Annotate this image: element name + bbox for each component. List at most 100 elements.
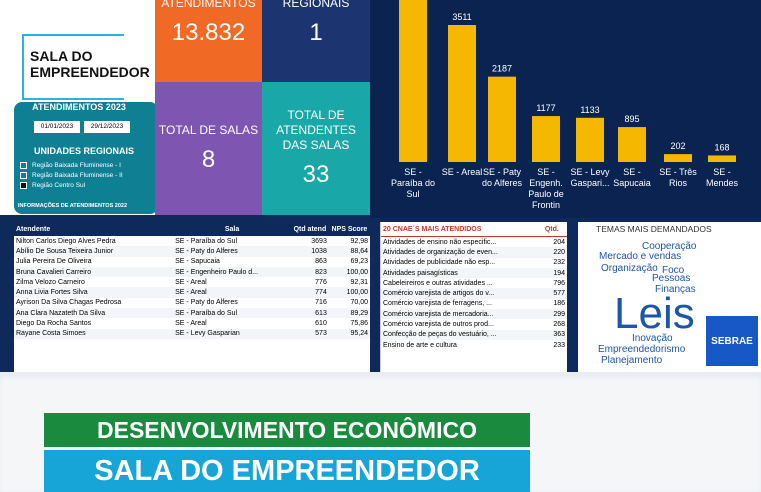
- category-label: SE - Mendes: [705, 167, 739, 188]
- table-row: Diego Da Rocha Santos SE - Areal 610 75,86: [14, 318, 370, 328]
- filter-title: ATENDIMENTOS 2023: [32, 102, 126, 112]
- chart-panel: [370, 0, 761, 218]
- column-header: Qtd.: [544, 225, 559, 233]
- bar-label: 202: [670, 141, 685, 151]
- cell: Comércio varejista de artigos do v...: [383, 290, 495, 298]
- cell: 220: [553, 248, 565, 256]
- table-row: Comércio varejista de artigos do v... 577: [381, 288, 567, 299]
- cell: Comércio varejista de mercadoria...: [383, 310, 494, 318]
- cell: Comércio varejista de outros prod...: [383, 321, 494, 329]
- bar: [664, 154, 692, 162]
- cell: 204: [553, 238, 565, 246]
- kpi-card: TOTAL DE SALAS 8: [155, 82, 262, 215]
- category-label: SE - Paraíba do Sul: [390, 167, 436, 199]
- kpi-value: 8: [201, 146, 216, 173]
- link[interactable]: INFORMAÇÕES DE ATENDIMENTOS 2022: [18, 203, 127, 209]
- date-to[interactable]: 29/12/2023: [84, 121, 130, 133]
- cell: Rayane Costa Simoes: [16, 330, 86, 338]
- banner-line2: SALA DO EMPREENDEDOR: [44, 450, 530, 492]
- theme-word: Finanças: [655, 284, 696, 295]
- cell: 95,24: [350, 330, 368, 338]
- table-row: Ayrison Da Silva Chagas Pedrosa SE - Paty…: [14, 298, 370, 308]
- cell: 92,31: [350, 278, 368, 286]
- table-row: Anna Livia Fortes Silva SE - Areal 774 100,…: [14, 287, 370, 298]
- table-row: Ana Clara Nazateth Da Silva SE - Paraíba …: [14, 308, 370, 319]
- cell: SE - Areal: [175, 320, 207, 328]
- cell: Julia Pereira De Oliveira: [16, 258, 92, 266]
- cell: SE - Areal: [175, 289, 207, 297]
- table-row: Atividades de organização de even... 220: [381, 247, 567, 258]
- column-header: NPS Score: [331, 225, 368, 233]
- cell: SE - Paty do Alferes: [175, 299, 238, 307]
- bar-label: 2187: [492, 64, 512, 74]
- cell: Cabeleireiros e outras atividades ...: [383, 279, 493, 287]
- column-header: Atendente: [16, 225, 51, 233]
- cell: Confecção de peças do vestuário, ...: [383, 331, 497, 339]
- table-row: Julia Pereira De Oliveira SE - Sapucaia 86…: [14, 257, 370, 267]
- cell: Ana Clara Nazateth Da Silva: [16, 309, 106, 317]
- cell: 1038: [311, 247, 327, 255]
- cell: 92,98: [350, 237, 368, 245]
- theme-word: Empreendedorismo: [598, 344, 686, 355]
- cell: Atividades paisagísticas: [383, 269, 458, 277]
- table-row: Atividades paisagísticas 194: [381, 267, 567, 279]
- theme-word: Foco: [662, 265, 685, 276]
- kpi-label: REGIONAIS: [282, 0, 350, 10]
- cell: Ayrison Da Silva Chagas Pedrosa: [16, 299, 122, 307]
- cnae-table: 20 CNAE´S MAIS ATENDIDOS Qtd. Atividades d…: [380, 222, 567, 372]
- cell: SE - Areal: [175, 278, 207, 286]
- bar: [708, 155, 736, 162]
- sebrae-logo: SEBRAE: [706, 316, 758, 366]
- cell: 573: [315, 330, 327, 338]
- kpi-label: TOTAL DE ATENDENTES DAS SALAS: [276, 108, 356, 152]
- table-row: Zilma Velozo Carneiro SE - Areal 776 92,31: [14, 277, 370, 287]
- cell: 577: [553, 290, 565, 298]
- category-label: SE - Engenh. Paulo de Frontin: [528, 167, 564, 210]
- category-label: SE - Areal: [441, 167, 483, 177]
- cell: 75,86: [350, 320, 368, 328]
- cell: 232: [553, 259, 565, 267]
- bar-label: 1133: [580, 105, 599, 115]
- header-row: 20 CNAE´S MAIS ATENDIDOS Qtd.: [381, 222, 567, 237]
- cell: 186: [553, 300, 565, 308]
- theme-word: Mercado e vendas: [599, 251, 682, 262]
- region-label: Região Baixada Fluminense - II: [32, 171, 123, 179]
- cell: 70,00: [350, 299, 368, 307]
- table-row: Comércio varejista de mercadoria... 299: [381, 309, 567, 320]
- regions-title: UNIDADES REGIONAIS: [34, 146, 135, 156]
- table-row: Comércio varejista de outros prod... 268: [381, 319, 567, 329]
- theme-word: Pessoas: [652, 273, 691, 284]
- date-from[interactable]: 01/01/2023: [34, 121, 80, 133]
- region-label: Região Centro Sul: [32, 181, 86, 189]
- bar: [576, 117, 604, 162]
- kpi-card: ATENDIMENTOS 13.832: [155, 0, 262, 82]
- cell: 610: [315, 320, 327, 328]
- cell: 88,64: [350, 247, 368, 255]
- column-header: Qtd atend: [293, 225, 327, 233]
- checkbox: [20, 161, 27, 169]
- table-row: Atividades de ensino não especific... 204: [381, 237, 567, 248]
- cell: 3693: [311, 237, 327, 245]
- cell: SE - Paty do Alferes: [175, 247, 238, 255]
- cell: Bruna Cavalieri Carreiro: [16, 268, 92, 276]
- filter-panel: [14, 102, 158, 214]
- header-row: Atendente Sala Qtd atend NPS Score: [14, 222, 370, 236]
- kpi-value: 13.832: [171, 18, 246, 46]
- bar-label: 168: [714, 142, 729, 152]
- cell: 268: [553, 321, 565, 329]
- cell: 776: [315, 278, 327, 286]
- cell: Abílio De Sousa Teixeira Junior: [16, 247, 114, 255]
- cell: 69,23: [350, 258, 368, 266]
- cell: 89,29: [350, 309, 368, 317]
- kpi-card: TOTAL DE ATENDENTES DAS SALAS 33: [262, 82, 370, 215]
- cell: 613: [315, 309, 327, 317]
- bar-chart: 45593511218711771133895202168: [399, 0, 736, 162]
- table-row: Confecção de peças do vestuário, ... 363: [381, 329, 567, 340]
- regions-list: Região Baixada Fluminense - I Região Baix…: [20, 160, 150, 190]
- region-item: Região Baixada Fluminense - II: [20, 170, 150, 180]
- cell: 194: [553, 269, 565, 277]
- region-label: Região Baixada Fluminense - I: [32, 161, 121, 169]
- checkbox: [20, 181, 27, 189]
- bar-label: 895: [624, 114, 639, 124]
- cell: Anna Livia Fortes Silva: [16, 289, 88, 297]
